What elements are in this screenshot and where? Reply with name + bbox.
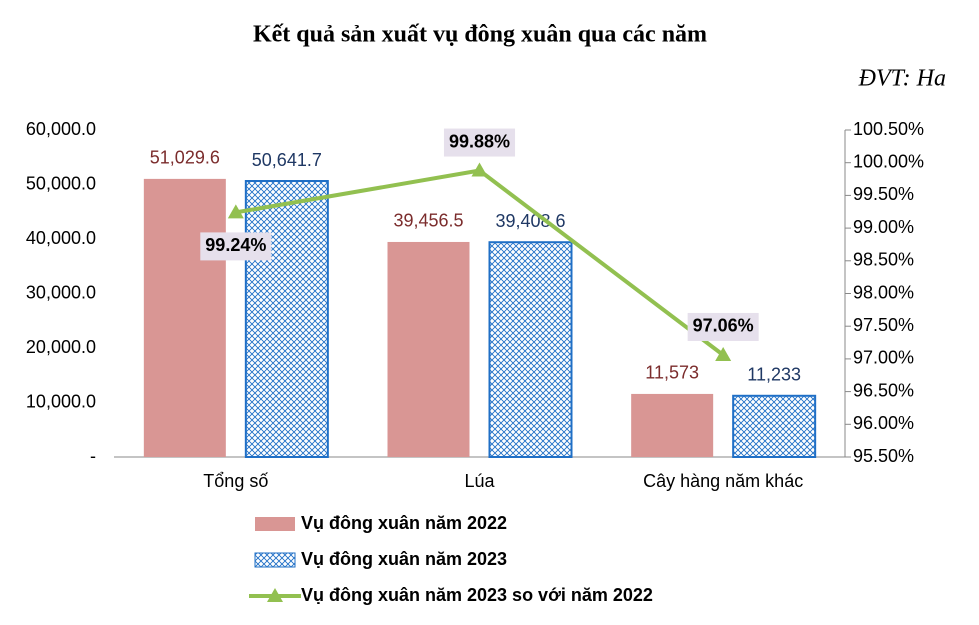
data-label: 50,641.7	[252, 150, 322, 170]
legend-label: Vụ đông xuân năm 2022	[301, 513, 507, 533]
legend-marker	[267, 588, 283, 602]
data-label-box	[687, 312, 759, 341]
data-label-box	[200, 232, 272, 261]
legend-swatch	[254, 552, 296, 568]
y-tick-label: 40,000.0	[26, 228, 96, 248]
y-tick-label: 50,000.0	[26, 173, 96, 193]
y2-tick-label: 95.50%	[853, 446, 914, 466]
y-tick-label: 20,000.0	[26, 337, 96, 357]
x-tick-label: Tổng số	[203, 471, 268, 491]
y2-tick-label: 96.00%	[853, 413, 914, 433]
data-label: 51,029.6	[150, 148, 220, 168]
data-label: 97.06%	[693, 316, 754, 336]
y-tick-label: 10,000.0	[26, 391, 96, 411]
data-label: 11,573	[645, 363, 699, 383]
legend-label: Vụ đông xuân năm 2023	[301, 549, 507, 569]
legend-label: Vụ đông xuân năm 2023 so với năm 2022	[301, 585, 653, 605]
line-marker	[471, 162, 488, 177]
data-label-box	[443, 128, 516, 157]
data-label: 39,456.5	[393, 211, 463, 231]
legend-swatch	[255, 517, 295, 531]
y2-tick-label: 99.00%	[853, 217, 914, 237]
chart-subtitle: ĐVT: Ha	[858, 66, 946, 92]
bar	[143, 178, 226, 458]
y2-tick-label: 97.00%	[853, 348, 914, 368]
x-tick-label: Lúa	[464, 471, 495, 491]
data-label: 39,408.6	[495, 211, 565, 231]
y2-tick-label: 97.50%	[853, 315, 914, 335]
y-tick-label: 60,000.0	[26, 119, 96, 139]
x-tick-label: Cây hàng năm khác	[643, 471, 803, 491]
y2-tick-label: 99.50%	[853, 184, 914, 204]
bar	[387, 241, 470, 457]
data-label: 99.88%	[449, 131, 510, 151]
bar	[488, 241, 573, 458]
data-label: 11,233	[747, 365, 801, 385]
bar	[244, 180, 329, 458]
line-marker	[715, 346, 732, 361]
bar	[631, 393, 714, 457]
bar	[732, 394, 817, 458]
y2-tick-label: 98.50%	[853, 250, 914, 270]
data-label: 99.24%	[205, 235, 266, 255]
chart-title: Kết quả sản xuất vụ đông xuân qua các nă…	[253, 22, 707, 48]
y-tick-label: -	[90, 446, 96, 466]
y2-tick-label: 100.00%	[853, 151, 924, 171]
y2-tick-label: 96.50%	[853, 380, 914, 400]
line-marker	[227, 204, 244, 219]
y-tick-label: 30,000.0	[26, 282, 96, 302]
y2-tick-label: 100.50%	[853, 119, 924, 139]
y2-tick-label: 98.00%	[853, 282, 914, 302]
